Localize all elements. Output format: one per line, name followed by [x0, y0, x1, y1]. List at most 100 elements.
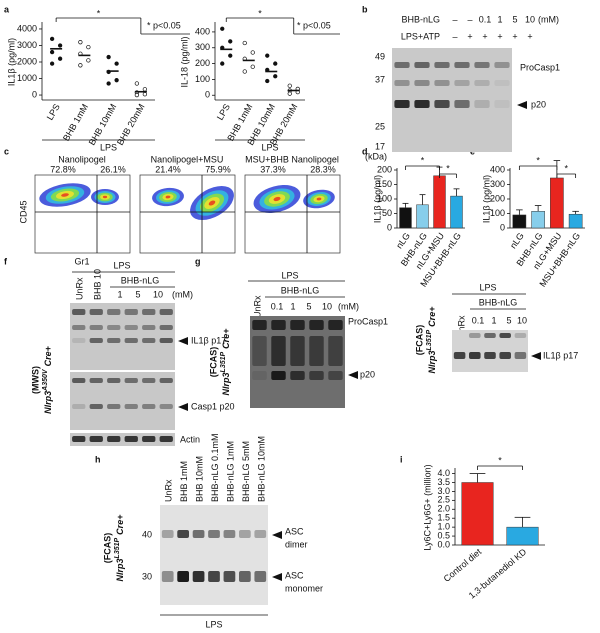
lane-label: BHB-nLG 1mM	[225, 441, 235, 502]
lane-label: BHB 10mM	[194, 456, 204, 502]
panel-letter: f	[4, 256, 8, 266]
y-axis-label: IL-18 (pg/ml)	[179, 36, 189, 87]
band	[124, 309, 138, 315]
y-tick-label: 0.0	[437, 539, 450, 549]
lane-label: +	[512, 31, 517, 41]
band	[290, 320, 305, 330]
band	[107, 404, 121, 409]
data-point	[49, 61, 55, 66]
band	[208, 571, 220, 582]
blot	[70, 372, 175, 430]
band	[72, 338, 86, 343]
band	[414, 62, 430, 68]
band	[223, 571, 236, 582]
y-tick-label: 400	[195, 26, 210, 36]
panel-letter: i	[400, 454, 403, 464]
percent: 75.9%	[205, 164, 231, 174]
x-tick-label: Control diet	[442, 546, 484, 584]
y-tick-label: 3000	[17, 40, 37, 50]
data-point	[49, 36, 55, 42]
panel-letter: c	[4, 146, 9, 156]
lane-label: BHB-nLG 0.1mM	[210, 433, 220, 502]
band	[328, 320, 343, 330]
flow-title: Nanolipogel+MSU	[151, 154, 224, 164]
band-label: ASC	[285, 526, 304, 536]
genotype-label: Nlrp3L351P Cre+	[114, 514, 126, 582]
y-axis-label: IL1β (pg/ml)	[372, 175, 382, 223]
lane-label: 0.1	[472, 315, 485, 325]
lane-label: +	[482, 31, 487, 41]
data-point	[287, 91, 292, 96]
band	[159, 309, 173, 315]
band	[252, 336, 267, 366]
band	[454, 62, 470, 68]
band	[72, 309, 86, 315]
gene: Nlrp3	[115, 558, 125, 581]
band	[159, 338, 173, 343]
band	[394, 80, 410, 86]
band	[142, 404, 156, 409]
band	[453, 352, 466, 359]
panel-letter: g	[195, 256, 201, 266]
lane-label: 5	[512, 14, 517, 24]
band	[223, 530, 236, 538]
y-tick-label: 1.5	[437, 513, 450, 523]
band	[514, 352, 527, 359]
y-tick-label: 150	[377, 179, 392, 189]
data-point	[106, 54, 111, 60]
data-point	[250, 64, 255, 69]
flow-title: MSU+BHB Nanolipogel	[245, 154, 339, 164]
band	[89, 436, 103, 442]
band	[414, 80, 430, 86]
band	[124, 404, 138, 409]
bar	[568, 213, 583, 229]
y-axis-label: IL1β (pg/ml)	[481, 175, 491, 223]
header: LPS	[113, 260, 130, 270]
blot	[70, 433, 175, 446]
band	[434, 62, 450, 68]
strain-label: (FCAS)	[102, 533, 112, 564]
band	[309, 336, 324, 366]
bar	[433, 175, 446, 229]
band	[72, 404, 86, 409]
allele: L351P	[426, 329, 433, 350]
band	[161, 571, 174, 582]
cre: Cre+	[115, 514, 125, 535]
lane-label: 0.1	[479, 14, 492, 24]
band	[89, 338, 103, 343]
marker: 25	[375, 121, 385, 131]
data-point	[142, 92, 148, 97]
data-point	[78, 63, 83, 68]
data-point	[114, 61, 119, 66]
panel-letter: b	[362, 4, 368, 14]
percent: 21.4%	[155, 164, 181, 174]
band-label: ProCasp1	[520, 62, 560, 72]
significance: *	[446, 163, 450, 173]
data-point	[106, 81, 111, 86]
gene: Nlrp3	[221, 372, 231, 395]
density	[316, 197, 322, 201]
arrow	[178, 403, 188, 411]
data-point	[287, 83, 292, 88]
strain-label: (FCAS)	[208, 347, 218, 378]
cre: Cre+	[221, 328, 231, 349]
band	[89, 404, 103, 409]
y-tick-label: 300	[195, 42, 210, 52]
significance: *	[498, 455, 502, 465]
significance: *	[564, 163, 568, 173]
y-tick-label: 1.0	[437, 522, 450, 532]
band	[107, 325, 121, 330]
band-label: IL1β p17	[543, 350, 578, 360]
blot	[70, 303, 175, 370]
lane-label: –	[452, 14, 457, 24]
genotype-label: Nlrp3L351P Cre+	[426, 306, 438, 374]
band	[159, 436, 173, 442]
header: LPS	[205, 619, 222, 629]
significance: *	[97, 8, 101, 18]
band	[254, 530, 267, 538]
band	[238, 530, 251, 538]
band	[454, 100, 470, 108]
data-point	[49, 49, 55, 55]
band	[192, 571, 205, 582]
band	[271, 336, 286, 366]
